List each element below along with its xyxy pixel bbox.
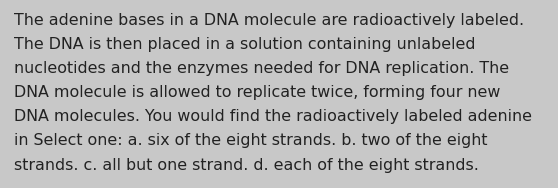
Text: DNA molecule is allowed to replicate twice, forming four new: DNA molecule is allowed to replicate twi… [14,85,501,100]
Text: strands. c. all but one strand. d. each of the eight strands.: strands. c. all but one strand. d. each … [14,158,479,173]
Text: The adenine bases in a DNA molecule are radioactively labeled.: The adenine bases in a DNA molecule are … [14,13,524,28]
Text: nucleotides and the enzymes needed for DNA replication. The: nucleotides and the enzymes needed for D… [14,61,509,76]
Text: in Select one: a. six of the eight strands. b. two of the eight: in Select one: a. six of the eight stran… [14,133,488,149]
Text: The DNA is then placed in a solution containing unlabeled: The DNA is then placed in a solution con… [14,37,475,52]
Text: DNA molecules. You would find the radioactively labeled adenine: DNA molecules. You would find the radioa… [14,109,532,124]
